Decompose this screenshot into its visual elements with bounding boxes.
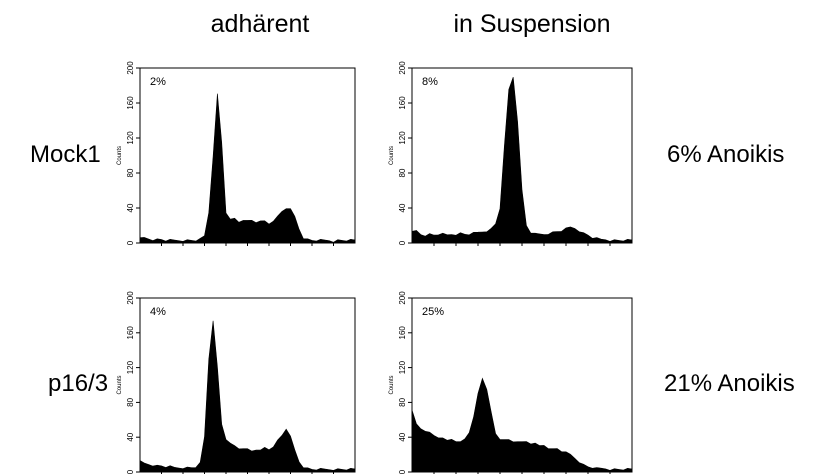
y-tick-label: 80 (126, 168, 135, 177)
row-label-mock1: Mock1 (30, 141, 101, 168)
plot-frame (139, 297, 356, 473)
percentage-annotation: 8% (422, 76, 438, 88)
y-tick-label: 160 (126, 96, 135, 110)
plot-frame (139, 67, 356, 244)
histogram-area (411, 377, 633, 473)
percentage-annotation: 25% (422, 306, 444, 318)
column-header-adherent: adhärent (210, 10, 310, 38)
y-tick-label: 200 (126, 291, 135, 305)
y-tick-label: 120 (398, 360, 407, 374)
plot-area: 0 40 80 120 160 200 Counts 2% (117, 61, 356, 246)
result-mock1: 6% Anoikis (667, 141, 785, 168)
y-axis-label: Counts (117, 375, 123, 394)
y-tick-label: 40 (126, 203, 135, 212)
y-tick-label: 200 (398, 291, 407, 305)
y-tick-label: 160 (126, 326, 135, 340)
percentage-annotation: 4% (150, 306, 166, 318)
y-tick-label: 40 (126, 432, 135, 441)
y-tick-label: 200 (398, 61, 407, 75)
histogram-svg: 0 40 80 120 160 200 Counts 2% (117, 61, 356, 246)
percentage-annotation: 2% (150, 76, 166, 88)
result-p16: 21% Anoikis (664, 370, 795, 397)
y-axis-label: Counts (389, 375, 395, 394)
y-tick-label: 120 (126, 360, 135, 374)
histogram-area (139, 320, 356, 473)
plot-area: 0 40 80 120 160 200 Counts 8% (389, 61, 633, 246)
histogram-mock1-suspension: 0 40 80 120 160 200 Counts 8% (380, 61, 634, 246)
histogram-area (411, 76, 633, 244)
y-tick-label: 200 (126, 61, 135, 75)
y-tick-label: 80 (398, 168, 407, 177)
y-tick-label: 120 (126, 131, 135, 145)
y-tick-label: 160 (398, 96, 407, 110)
y-tick-label: 160 (398, 326, 407, 340)
row-label-p16: p16/3 (48, 370, 109, 397)
histogram-svg: 0 40 80 120 160 200 Counts 8% (389, 61, 633, 246)
histogram-area (139, 93, 356, 244)
y-tick-label: 40 (398, 203, 407, 212)
histogram-p16-adherent: 0 40 80 120 160 200 Counts 4% (108, 291, 357, 474)
y-tick-label: 40 (398, 432, 407, 441)
y-axis-label: Counts (389, 146, 395, 165)
y-tick-label: 0 (126, 240, 135, 245)
column-header-suspension: in Suspension (453, 10, 611, 38)
histogram-p16-suspension: 0 40 80 120 160 200 Counts 25% (380, 291, 634, 474)
histogram-mock1-adherent: 0 40 80 120 160 200 Counts 2% (108, 61, 357, 246)
y-tick-label: 120 (398, 131, 407, 145)
y-tick-label: 80 (398, 397, 407, 406)
y-tick-label: 0 (398, 240, 407, 245)
y-tick-label: 80 (126, 397, 135, 406)
y-axis-label: Counts (117, 146, 123, 165)
